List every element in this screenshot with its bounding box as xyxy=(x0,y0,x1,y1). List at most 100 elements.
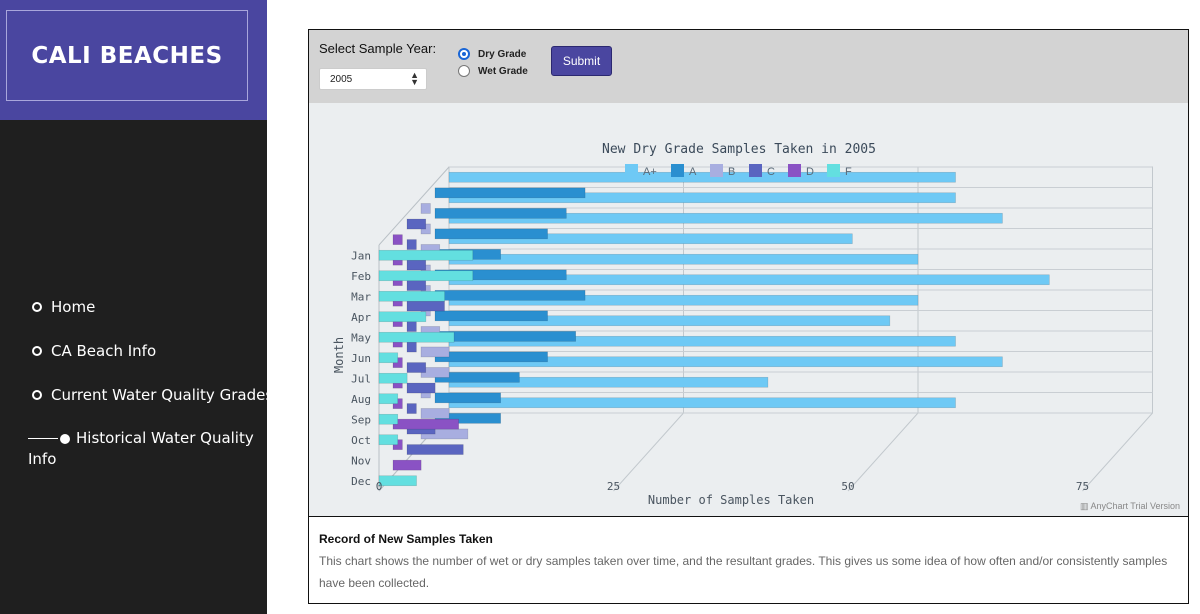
info-title: Record of New Samples Taken xyxy=(319,532,493,546)
y-axis-title: Month xyxy=(332,337,346,373)
bar xyxy=(434,208,567,219)
nav-item-home[interactable]: Home xyxy=(32,298,95,316)
x-tick-label: 25 xyxy=(607,480,620,493)
legend-label: A+ xyxy=(643,166,657,178)
nav-item-label: Home xyxy=(51,298,96,316)
nav-item-label: Current Water Quality Grades xyxy=(51,386,274,404)
x-tick-label: 75 xyxy=(1076,480,1089,493)
legend-label: A xyxy=(689,166,697,178)
legend-swatch xyxy=(710,164,723,177)
category-label: Oct xyxy=(351,434,371,447)
category-label: Jan xyxy=(351,249,371,262)
bar xyxy=(406,362,427,373)
legend-label: B xyxy=(728,166,735,178)
chart-svg: New Dry Grade Samples Taken in 2005 A+ A B C… xyxy=(332,142,1153,507)
category-label: Nov xyxy=(351,454,371,467)
radio-wet-grade[interactable]: Wet Grade xyxy=(458,65,528,77)
radio-unchecked-icon[interactable] xyxy=(458,65,470,77)
category-label: Jul xyxy=(351,372,371,385)
bar xyxy=(378,270,474,282)
info-section: Record of New Samples Taken This chart s… xyxy=(309,516,1188,603)
bar xyxy=(448,253,919,265)
legend-swatch xyxy=(671,164,684,177)
bar xyxy=(434,187,586,199)
info-text: This chart shows the number of wet or dr… xyxy=(319,554,1168,590)
bar xyxy=(434,392,501,404)
x-tick-label: 0 xyxy=(376,480,383,493)
x-tick-label: 50 xyxy=(841,480,854,493)
bar xyxy=(378,311,427,323)
bar xyxy=(434,331,576,342)
bar xyxy=(378,331,455,343)
bar xyxy=(406,321,417,332)
gridline-depth xyxy=(1082,412,1153,492)
legend-label: F xyxy=(845,166,852,178)
bar xyxy=(378,413,399,425)
radio-label: Wet Grade xyxy=(478,65,528,77)
bar xyxy=(420,203,431,214)
category-label: May xyxy=(351,331,371,344)
bar xyxy=(378,290,445,302)
radio-dry-grade[interactable]: Dry Grade xyxy=(458,48,526,60)
bar xyxy=(448,397,956,409)
bar xyxy=(406,444,464,455)
bar xyxy=(406,280,427,291)
chart-panel: Select Sample Year: 2005 ▲ ▼ Dry Grade We… xyxy=(308,29,1189,604)
axis-depth-top xyxy=(378,166,450,246)
nav-item-ca-beach-info[interactable]: CA Beach Info xyxy=(32,342,156,360)
circle-bullet-icon xyxy=(32,390,42,400)
bar xyxy=(378,249,474,261)
bar xyxy=(406,259,427,271)
legend-swatch xyxy=(625,164,638,177)
bar xyxy=(378,475,417,487)
chart-title: New Dry Grade Samples Taken in 2005 xyxy=(602,142,876,157)
bar xyxy=(378,393,399,405)
bar xyxy=(434,351,548,363)
x-axis-title: Number of Samples Taken xyxy=(648,493,814,507)
bar xyxy=(434,290,586,301)
category-label: Jun xyxy=(351,352,371,365)
bar xyxy=(420,346,450,358)
credit-text: AnyChart Trial Version xyxy=(1090,501,1180,511)
active-line-icon xyxy=(28,438,58,439)
circle-bullet-icon xyxy=(32,302,42,312)
category-label: Aug xyxy=(351,393,371,406)
radio-checked-icon[interactable] xyxy=(458,48,470,60)
legend-swatch xyxy=(749,164,762,177)
legend-label: D xyxy=(806,166,814,178)
bar xyxy=(406,382,436,394)
legend-swatch xyxy=(827,164,840,177)
radio-label: Dry Grade xyxy=(478,48,527,60)
bar xyxy=(406,403,417,414)
year-label: Select Sample Year: xyxy=(319,41,437,56)
year-select-value: 2005 xyxy=(330,74,353,85)
anychart-credit[interactable]: ▥ AnyChart Trial Version xyxy=(1080,501,1180,512)
chart-icon: ▥ xyxy=(1079,501,1091,511)
filled-dot-icon xyxy=(60,433,70,444)
bar xyxy=(378,352,399,364)
brand-title: CALI BEACHES xyxy=(31,42,223,69)
bar xyxy=(378,372,408,384)
year-select[interactable]: 2005 ▲ ▼ xyxy=(319,68,427,90)
submit-button[interactable]: Submit xyxy=(551,46,612,76)
circle-bullet-icon xyxy=(32,346,42,356)
bar xyxy=(434,228,548,240)
bar xyxy=(392,459,422,471)
brand-header: CALI BEACHES xyxy=(0,0,267,120)
bar xyxy=(392,418,459,430)
bar-chart: New Dry Grade Samples Taken in 2005 A+ A B C… xyxy=(309,103,1188,516)
controls-bar: Select Sample Year: 2005 ▲ ▼ Dry Grade We… xyxy=(309,30,1188,103)
category-label: Sep xyxy=(351,413,371,426)
brand-box[interactable]: CALI BEACHES xyxy=(6,10,248,101)
nav-item-historical-info[interactable]: Historical Water Quality Info xyxy=(28,428,258,470)
bar xyxy=(406,239,417,250)
bar xyxy=(378,434,399,446)
gridline-depth xyxy=(847,412,919,492)
category-label: Mar xyxy=(351,290,371,303)
nav-item-label: CA Beach Info xyxy=(51,342,157,360)
bar xyxy=(406,218,427,230)
nav-item-current-grades[interactable]: Current Water Quality Grades xyxy=(32,386,273,404)
gridline-depth xyxy=(613,412,684,492)
sidebar: CALI BEACHES Home CA Beach Info Current … xyxy=(0,0,273,614)
bar xyxy=(448,171,956,183)
